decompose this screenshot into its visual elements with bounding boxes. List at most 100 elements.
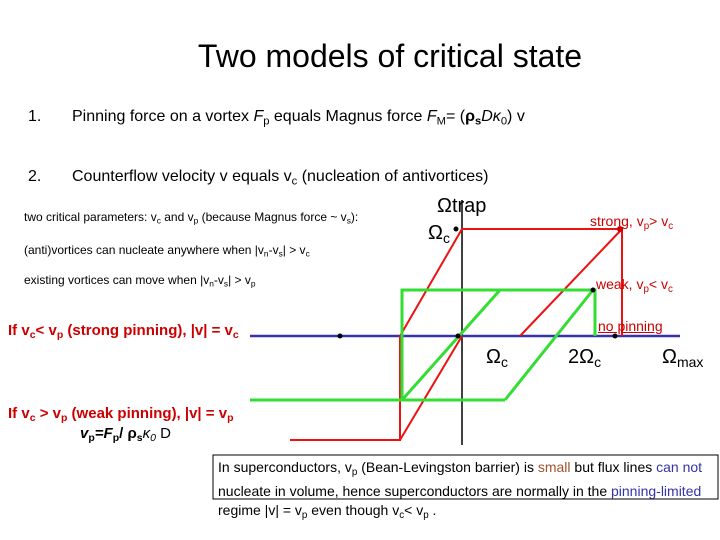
text-segment: nucleate in volume, hence superconductor… (218, 482, 611, 499)
text-segment: Pinning force on a vortex (72, 108, 254, 125)
point (590, 287, 596, 293)
text-segment: strong, v (590, 213, 644, 229)
text-segment: c (500, 354, 508, 371)
note: two critical parameters: vc and vp (beca… (24, 210, 358, 226)
text-segment: s (278, 248, 283, 259)
point (337, 333, 343, 339)
formula: vp=Fp/ ρsκ0 D (80, 425, 171, 444)
text-segment: weak, v (596, 276, 644, 292)
text-segment: > v (649, 213, 669, 229)
text-segment: c (668, 283, 673, 295)
point (455, 333, 461, 339)
footer-box (212, 454, 719, 500)
note: existing vortices can move when |vn-vs| … (24, 273, 256, 289)
text-segment: < v (404, 501, 424, 518)
text-segment: (because Magnus force ~ v (198, 210, 347, 224)
text-segment: Dκ (481, 108, 501, 125)
footer: In superconductors, vp (Bean-Levingston … (218, 458, 718, 525)
text-segment: (Bean-Levingston barrier) is (357, 459, 538, 475)
text-segment: c (29, 329, 36, 342)
text-segment: ρ (465, 108, 476, 125)
text-segment: | > v (282, 243, 306, 257)
strong-label: strong, vp> vc (590, 213, 673, 232)
text-segment: s (475, 115, 482, 128)
text-segment: equals Magnus force (269, 108, 427, 125)
text-segment: and v (160, 210, 194, 224)
text-segment: D (155, 425, 171, 442)
text-segment: c (291, 175, 298, 188)
text-segment: (nucleation of antivortices) (297, 168, 489, 185)
item-number: 2. (28, 168, 42, 185)
text-segment: 0 (500, 115, 508, 128)
text-segment: v (80, 425, 89, 442)
text-segment: | > v (228, 273, 251, 287)
point (612, 333, 618, 339)
text-segment: F (426, 108, 437, 125)
no-pinning-label: no pinning (598, 318, 663, 334)
text-segment: ) v (507, 108, 525, 125)
text-segment: existing vortices can move when |v (24, 273, 210, 287)
text-segment: 0 (150, 432, 156, 445)
omega-c-label: Ωc (428, 222, 450, 246)
text-segment: c (156, 215, 161, 226)
weak-case: If vc > vp (weak pinning), |v| = vp (8, 405, 234, 424)
text-segment: -v (213, 273, 224, 287)
text-segment: small (537, 459, 571, 475)
omega-c: Ωc (486, 346, 508, 370)
text-segment: can not (656, 459, 703, 475)
text-segment: c (668, 220, 674, 232)
text-segment: p (643, 220, 650, 232)
text-segment: ρ (127, 425, 137, 442)
points (337, 226, 623, 339)
item-text: Counterflow velocity v equals vc (nuclea… (72, 168, 488, 187)
title: Two models of critical state (197, 38, 583, 74)
two-omega-c: 2Ωc (568, 346, 601, 370)
text-segment: trap (451, 195, 487, 217)
text-segment: p (643, 283, 649, 295)
text-segment: c (442, 230, 450, 247)
text-segment: p (56, 329, 64, 342)
omega-trap: Ωtrap (437, 195, 486, 218)
text-segment: p (250, 278, 256, 289)
text-segment: p (112, 432, 120, 445)
text-segment: / (119, 425, 128, 442)
text-segment: Ω (437, 195, 452, 217)
note: (anti)vortices can nucleate anywhere whe… (24, 243, 310, 259)
text-segment: . (428, 501, 437, 518)
text-segment: Ω (428, 222, 443, 244)
text-segment: κ (142, 425, 151, 442)
strong-pinning-curve (290, 228, 623, 441)
text-segment: < v (35, 322, 57, 339)
text-segment: p (301, 509, 308, 521)
item-number: 1. (28, 108, 42, 125)
point (617, 226, 623, 232)
text-segment: p (423, 509, 429, 521)
strong-case: If vc< vp (strong pinning), |v| = vc (8, 322, 239, 341)
text-segment: s (346, 215, 351, 226)
text-segment: 2Ω (568, 346, 595, 368)
text-segment: F (253, 108, 264, 125)
text-segment: s (223, 278, 229, 289)
text-segment: p (193, 215, 199, 226)
text-segment: p (351, 466, 358, 478)
text-segment: c (399, 509, 405, 521)
text-segment: regime |v| = v (218, 501, 302, 518)
text-segment: c (29, 412, 36, 425)
text-segment: < v (648, 276, 668, 292)
text-segment: -v (268, 243, 279, 257)
text-segment: M (436, 115, 446, 128)
text-segment: n (209, 278, 214, 289)
text-segment: p (88, 432, 95, 445)
text-segment: c (232, 329, 239, 342)
omega-max: Ωmax (662, 346, 703, 370)
text-segment: s (136, 432, 143, 445)
text-segment: If v (8, 322, 30, 339)
weak-label: weak, vp< vc (596, 276, 673, 295)
text-segment: p (227, 412, 234, 425)
text-segment: (weak pinning), |v| = v (67, 405, 228, 422)
point (453, 226, 459, 232)
text-segment: c (594, 354, 602, 371)
text-segment: p (60, 412, 68, 425)
